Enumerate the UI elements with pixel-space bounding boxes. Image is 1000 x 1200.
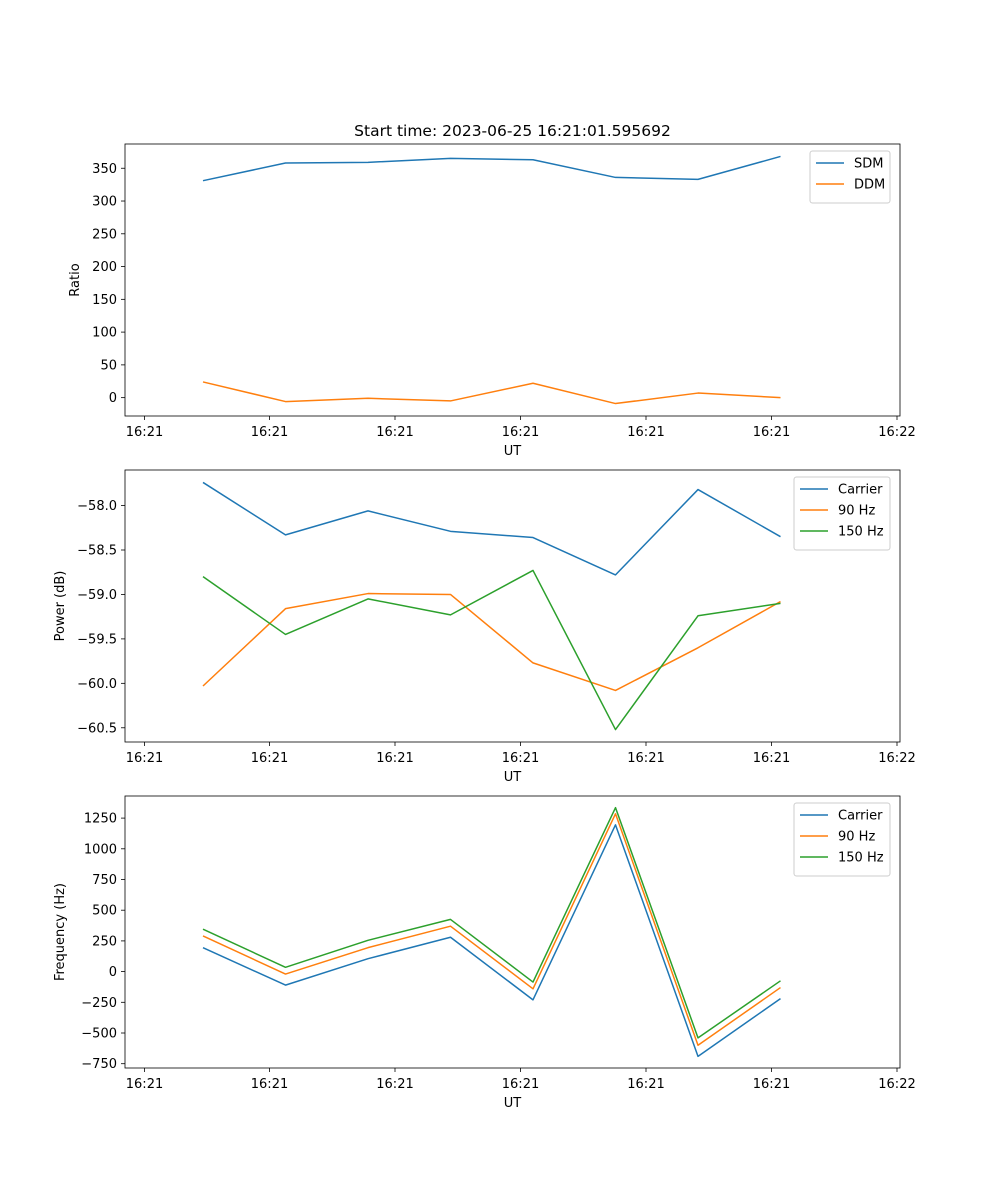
x-tick-label: 16:21	[627, 751, 664, 766]
x-axis-label: UT	[504, 770, 522, 785]
legend: Carrier 90 Hz 150 Hz	[793, 476, 891, 551]
axes-frame	[124, 143, 901, 417]
legend-label: Carrier	[838, 483, 883, 498]
y-axis-label: Power (dB)	[53, 571, 68, 642]
subplot-3: 16:21 16:21 16:21 16:21 16:21 16:21 16:22 −750 −…	[53, 795, 916, 1111]
x-axis-label: UT	[504, 444, 522, 459]
y-tick-label: −60.5	[77, 721, 117, 736]
x-tick-label: 16:21	[251, 751, 288, 766]
y-tick-label: 350	[92, 162, 117, 177]
legend-label: 90 Hz	[838, 504, 875, 519]
x-tick-label: 16:21	[502, 751, 539, 766]
y-tick-label: 300	[92, 195, 117, 210]
x-tick-label: 16:22	[878, 1077, 915, 1092]
x-tick-label: 16:21	[251, 425, 288, 440]
figure-title: Start time: 2023-06-25 16:21:01.595692	[354, 122, 671, 140]
y-tick-label: −750	[81, 1057, 117, 1072]
x-tick-label: 16:21	[126, 425, 163, 440]
y-tick-label: 150	[92, 293, 117, 308]
y-tick-label: 0	[109, 965, 117, 980]
y-tick-label: −58.0	[77, 499, 117, 514]
axes-frame	[124, 795, 901, 1069]
y-tick-label: 1250	[84, 812, 117, 827]
legend-label: DDM	[854, 178, 885, 193]
x-tick-label: 16:21	[753, 751, 790, 766]
series-line-90-hz	[202, 592, 781, 692]
y-tick-label: 50	[100, 358, 117, 373]
legend-label: SDM	[854, 157, 883, 172]
series-line-90-hz	[202, 813, 781, 1047]
y-tick-label: 200	[92, 260, 117, 275]
legend-label: 90 Hz	[838, 830, 875, 845]
y-tick-label: 0	[109, 391, 117, 406]
subplots: 16:21 16:21 16:21 16:21 16:21 16:21 16:22 0 50 10…	[53, 143, 916, 1111]
axes-frame	[124, 469, 901, 743]
x-tick-label: 16:21	[502, 425, 539, 440]
x-tick-label: 16:21	[376, 425, 413, 440]
y-tick-label: 250	[92, 934, 117, 949]
legend-label: 150 Hz	[838, 525, 884, 540]
y-tick-label: −58.5	[77, 544, 117, 559]
x-tick-label: 16:21	[753, 1077, 790, 1092]
series-line-carrier	[202, 481, 781, 576]
x-tick-label: 16:21	[376, 1077, 413, 1092]
x-tick-label: 16:21	[126, 751, 163, 766]
y-tick-label: 250	[92, 227, 117, 242]
series-line-150-hz	[202, 569, 781, 731]
y-tick-label: −59.0	[77, 588, 117, 603]
x-tick-label: 16:21	[627, 425, 664, 440]
x-tick-label: 16:21	[376, 751, 413, 766]
legend-label: Carrier	[838, 809, 883, 824]
subplot-2: 16:21 16:21 16:21 16:21 16:21 16:21 16:22 −58.0…	[53, 469, 916, 785]
series-line-150-hz	[202, 806, 781, 1039]
x-tick-label: 16:21	[753, 425, 790, 440]
x-tick-label: 16:21	[251, 1077, 288, 1092]
y-axis-label: Frequency (Hz)	[53, 883, 68, 981]
x-tick-label: 16:21	[126, 1077, 163, 1092]
x-axis-label: UT	[504, 1096, 522, 1111]
subplot-1: 16:21 16:21 16:21 16:21 16:21 16:21 16:22 0 50 10…	[68, 143, 916, 459]
x-tick-label: 16:22	[878, 751, 915, 766]
series-line-sdm	[202, 155, 781, 182]
legend: Carrier 90 Hz 150 Hz	[793, 802, 891, 877]
x-tick-label: 16:21	[502, 1077, 539, 1092]
y-tick-label: −59.5	[77, 632, 117, 647]
y-tick-label: −60.0	[77, 677, 117, 692]
legend-box	[809, 150, 891, 204]
y-tick-label: −250	[81, 996, 117, 1011]
y-tick-label: 750	[92, 873, 117, 888]
legend-label: 150 Hz	[838, 851, 884, 866]
y-axis-label: Ratio	[68, 263, 83, 296]
y-tick-label: −500	[81, 1027, 117, 1042]
y-tick-label: 100	[92, 326, 117, 341]
x-tick-label: 16:22	[878, 425, 915, 440]
y-tick-label: 1000	[84, 842, 117, 857]
x-tick-label: 16:21	[627, 1077, 664, 1092]
series-line-carrier	[202, 824, 781, 1058]
legend: SDM DDM	[809, 150, 891, 204]
y-tick-label: 500	[92, 904, 117, 919]
series-line-ddm	[202, 381, 781, 405]
